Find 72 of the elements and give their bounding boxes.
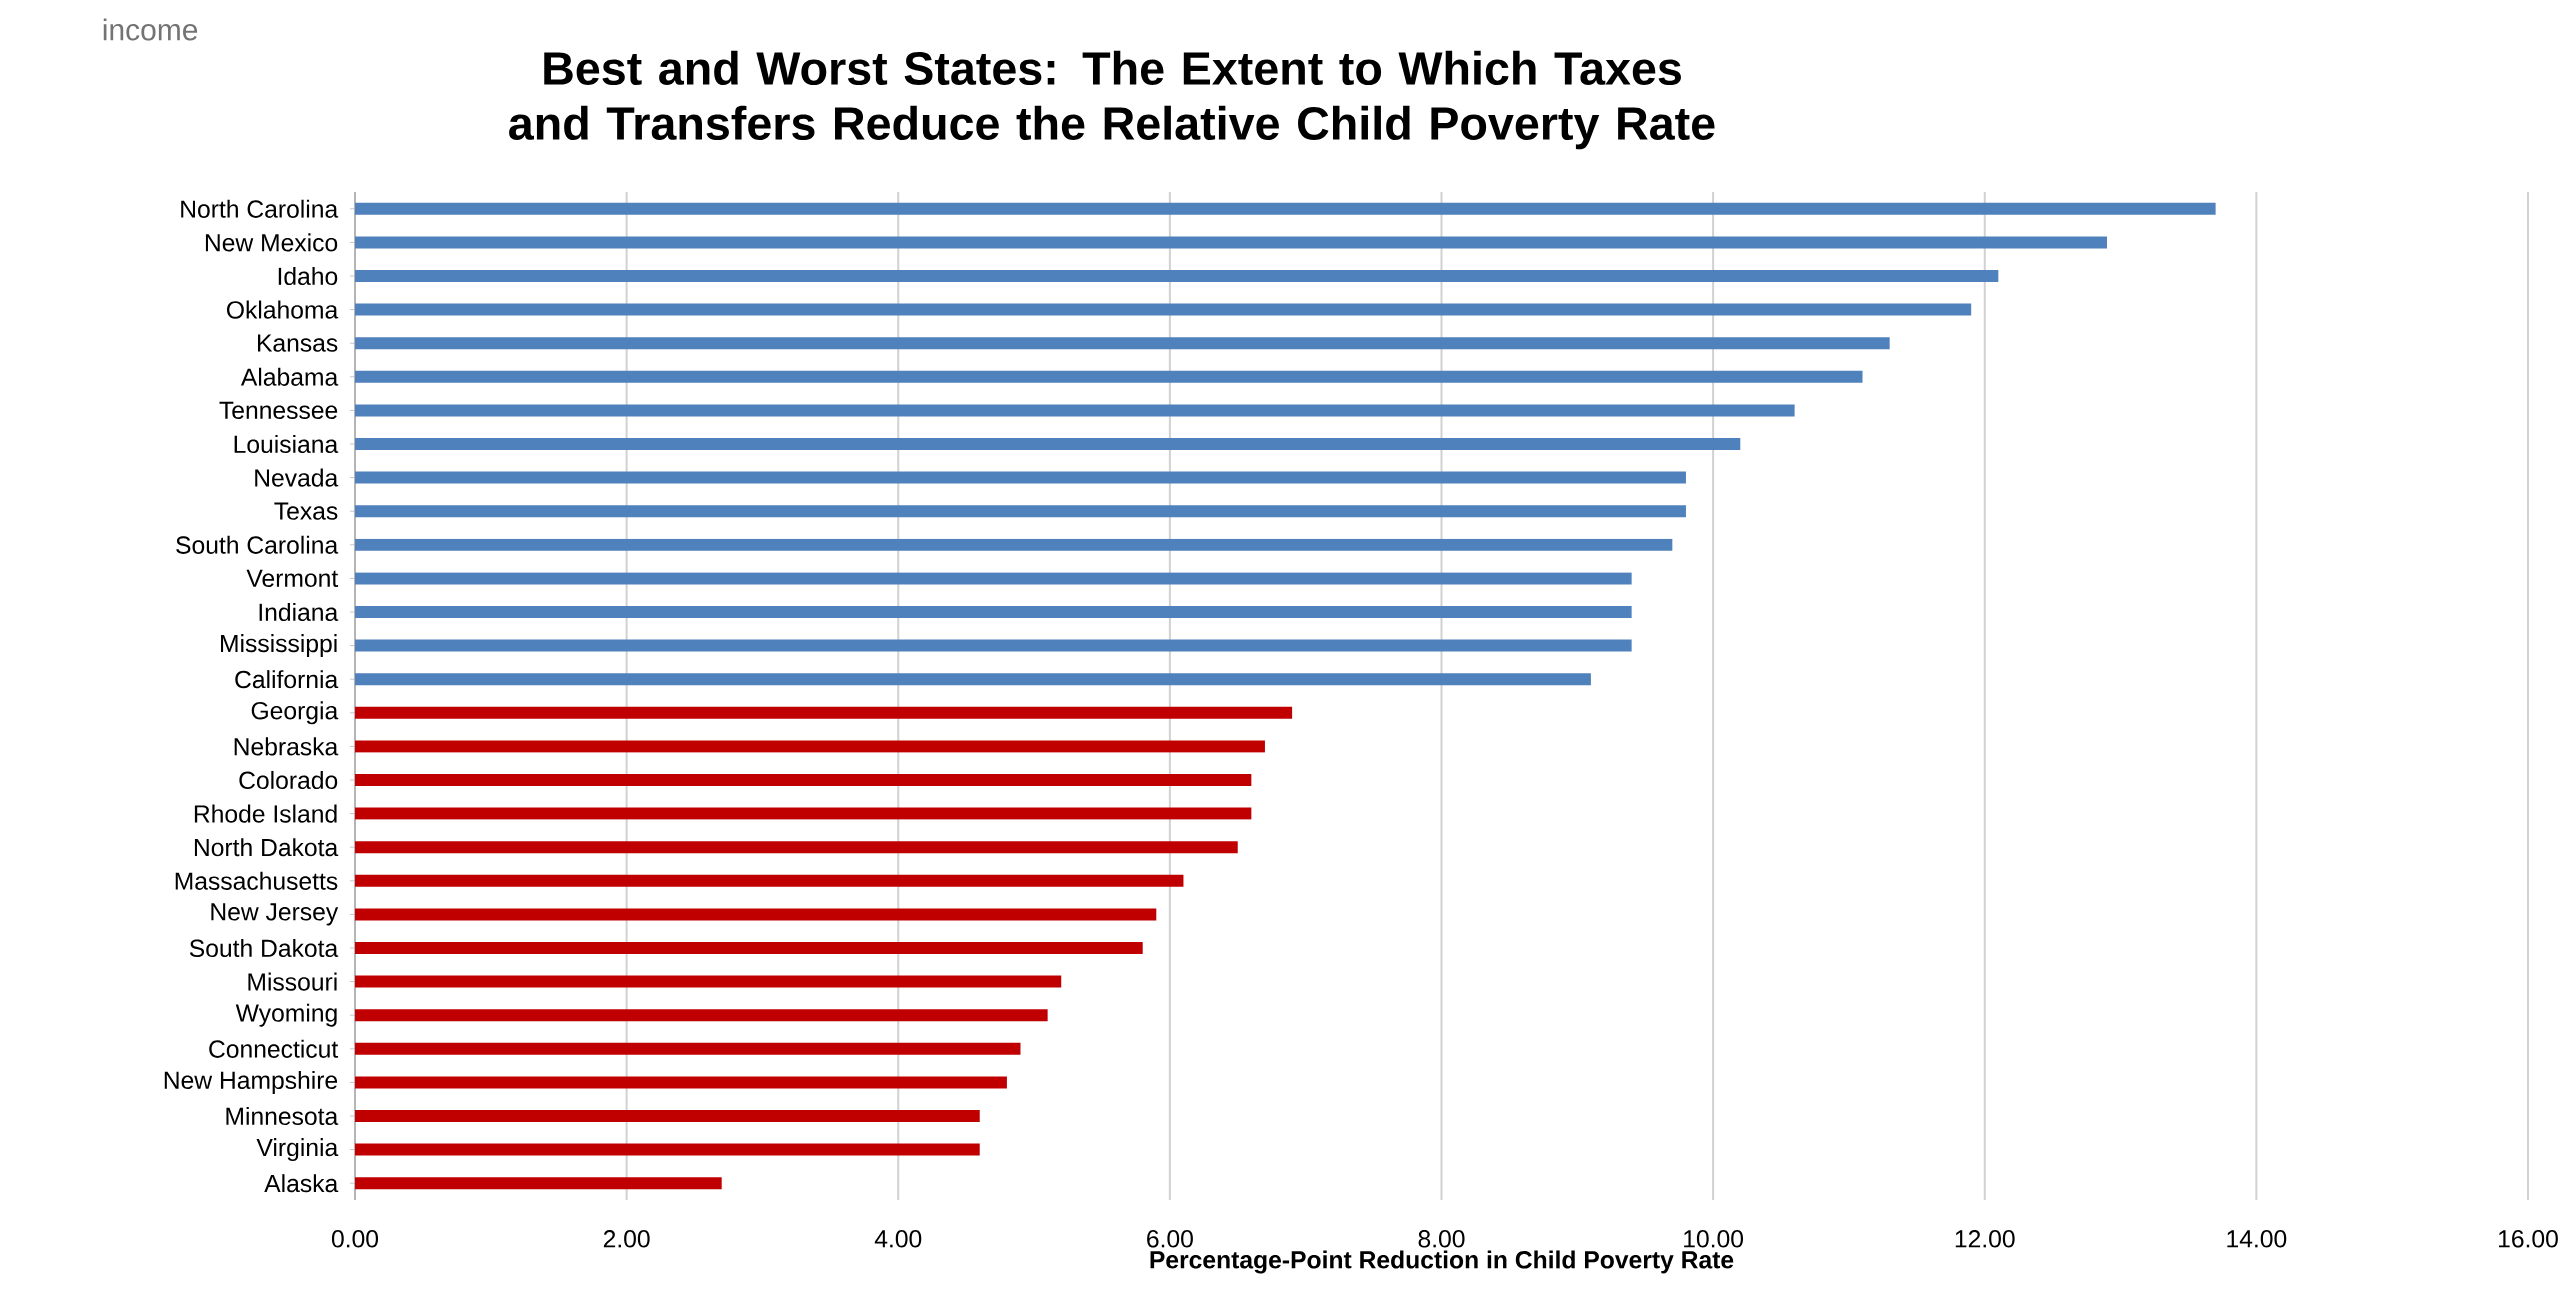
y-tick-label: Connecticut <box>209 1039 339 1058</box>
bar <box>355 639 1632 652</box>
bar <box>355 505 1686 518</box>
bar <box>355 1143 980 1156</box>
y-tick-label: New Mexico <box>205 233 338 252</box>
y-tick-label: Virginia <box>256 1138 339 1162</box>
text: income <box>103 18 198 41</box>
x-tick-label: 6.00 <box>1147 1230 1193 1248</box>
y-tick-label: Colorado <box>239 770 338 790</box>
bar <box>355 404 1795 417</box>
x-tick-label: 12.00 <box>1955 1230 2015 1248</box>
bar <box>355 270 1999 282</box>
y-tick-label: North Dakota <box>194 838 339 857</box>
bar <box>355 908 1157 921</box>
x-tick-label: 14.00 <box>2227 1230 2287 1248</box>
x-axis-title: Percentage-Point Reduction in Child Poverty Rate <box>1150 1250 1734 1274</box>
y-tick-label: South Carolina <box>176 535 339 554</box>
bar <box>355 740 1265 753</box>
bar <box>355 303 1972 316</box>
y-tick-label: Georgia <box>251 701 339 725</box>
x-tick-label: 8.00 <box>1418 1230 1465 1248</box>
y-tick-label: Nebraska <box>234 737 339 756</box>
y-tick-label: Kansas <box>257 334 338 352</box>
bar <box>355 941 1143 954</box>
y-tick-label: Alaska <box>264 1174 339 1193</box>
x-tick-label: 16.00 <box>2499 1230 2558 1248</box>
x-tick-label: 4.00 <box>874 1230 922 1248</box>
y-tick-label: Louisiana <box>234 434 339 454</box>
y-tick-label: California <box>235 670 339 689</box>
bar <box>355 975 1062 988</box>
bar <box>355 538 1673 551</box>
x-tick-label: 0.00 <box>331 1230 379 1248</box>
y-tick-label: Vermont <box>246 569 339 588</box>
bar <box>355 572 1632 585</box>
y-tick-label: Texas <box>274 502 338 520</box>
y-tick-label: New Jersey <box>211 903 339 926</box>
y-tick-label: Rhode Island <box>194 804 337 823</box>
y-tick-label: Alabama <box>240 367 339 386</box>
chart-title: Best and Worst States: The Extent to Which Taxes and Transfers Reduce the Relative Child Poverty Rate <box>509 50 1715 150</box>
y-tick-label: Oklahoma <box>226 300 339 319</box>
y-tick-label: New Hampshire <box>164 1070 338 1094</box>
bar <box>355 807 1252 820</box>
bar <box>355 1009 1048 1022</box>
bar <box>355 1177 722 1190</box>
y-tick-label: Nevada <box>255 468 339 487</box>
y-tick-label: Idaho <box>278 266 338 286</box>
y-tick-label: Wyoming <box>235 1003 337 1027</box>
y-tick-label: North Carolina <box>181 199 339 218</box>
bar <box>355 236 2107 249</box>
y-tick-label: Massachusetts <box>175 871 338 890</box>
bar <box>355 673 1591 686</box>
bar <box>355 438 1741 451</box>
bar <box>355 706 1293 719</box>
y-tick-label: Missouri <box>248 972 337 991</box>
y-tick-label: Minnesota <box>226 1106 339 1126</box>
bar <box>355 874 1184 887</box>
y-tick-label: Tennessee <box>219 401 338 420</box>
bar <box>355 841 1238 854</box>
bar <box>355 370 1863 383</box>
bar <box>355 1042 1021 1055</box>
bar <box>355 202 2216 215</box>
bar <box>355 606 1632 618</box>
x-tick-label: 2.00 <box>603 1230 650 1248</box>
bar <box>355 774 1252 786</box>
y-tick-label: Mississippi <box>221 634 337 658</box>
bar <box>355 1110 980 1122</box>
y-tick-label: Indiana <box>259 602 339 622</box>
y-tick-label: South Dakota <box>189 938 339 958</box>
x-tick-label: 10.00 <box>1684 1230 1744 1248</box>
bar <box>355 471 1686 484</box>
bar <box>355 337 1890 350</box>
bar <box>355 1076 1007 1089</box>
